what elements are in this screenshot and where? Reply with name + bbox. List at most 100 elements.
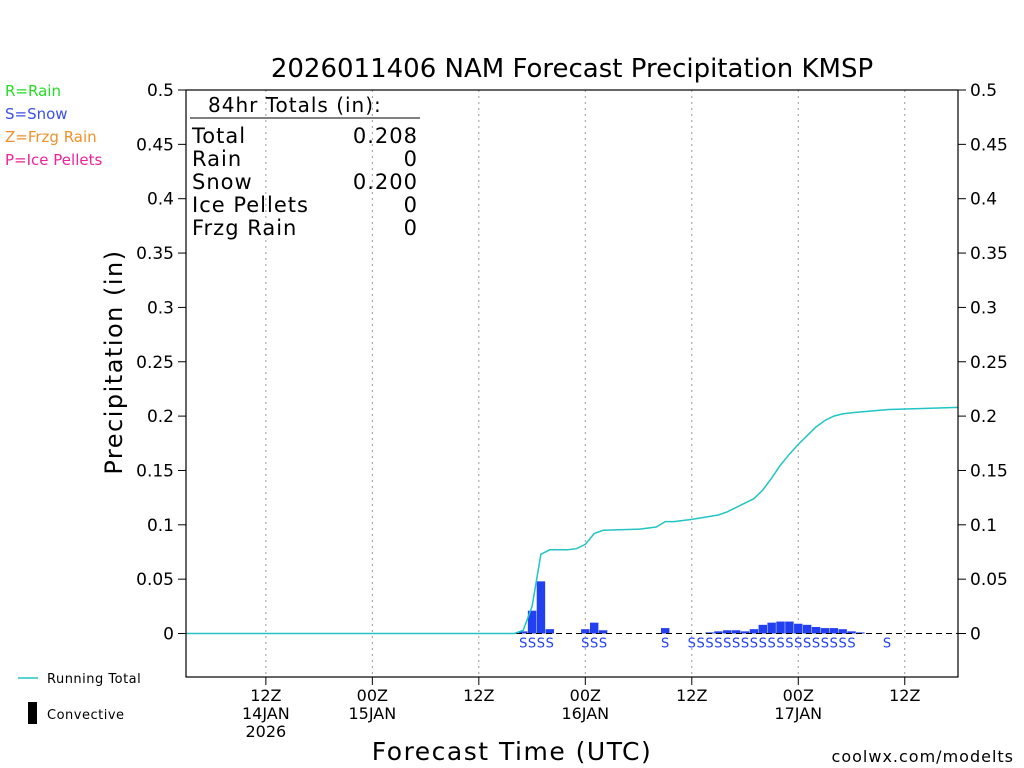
vertical-gridlines [265, 90, 906, 677]
ptype-marker: S [759, 637, 767, 652]
ptype-marker: S [697, 637, 705, 652]
precip-bar [536, 581, 546, 634]
totals-row-value: 0 [404, 216, 418, 240]
totals-row-label: Snow [192, 170, 253, 194]
ptype-marker: S [590, 637, 598, 652]
y-tick-label-left: 0.4 [147, 190, 174, 210]
ptype-marker: S [723, 637, 731, 652]
y-tick-label-right: 0.2 [970, 407, 997, 427]
y-tick-label-left: 0.2 [147, 407, 174, 427]
ptype-marker: S [768, 637, 776, 652]
y-tick-label-left: 0.25 [136, 353, 174, 373]
ptype-marker: S [714, 637, 722, 652]
totals-row-value: 0 [404, 193, 418, 217]
ptype-marker: S [688, 637, 696, 652]
y-tick-label-left: 0.3 [147, 298, 174, 318]
y-tick-label-left: 0.45 [136, 135, 174, 155]
x-axis-label: Forecast Time (UTC) [372, 737, 652, 766]
series-legend-label: Convective [47, 708, 125, 723]
ptype-legend-entry: R=Rain [5, 82, 61, 100]
precip-bar [847, 631, 856, 634]
precip-bar [518, 631, 528, 634]
ptype-marker: S [599, 637, 607, 652]
y-tick-label-left: 0.5 [147, 81, 174, 101]
precip-bar [856, 632, 865, 634]
x-tick-label: 17JAN [774, 704, 822, 723]
totals-row-value: 0.200 [353, 170, 418, 194]
ptype-marker: S [705, 637, 713, 652]
chart-title: 2026011406 NAM Forecast Precipitation KM… [271, 54, 873, 84]
ptype-marker: S [750, 637, 758, 652]
y-tick-label-right: 0 [970, 625, 981, 645]
x-tick-label: 00Z [783, 686, 814, 705]
y-tick-label-right: 0.25 [970, 353, 1008, 373]
precip-bar [820, 628, 830, 634]
ptype-marker: S [812, 637, 820, 652]
totals-row-label: Ice Pellets [192, 193, 309, 217]
totals-row-value: 0.208 [353, 124, 418, 148]
y-axis-right: 0.5 0.45 0.4 0.35 0.3 0.25 0.2 0.15 0.1 0.05 0 [958, 81, 1008, 645]
y-axis-left: 0.5 0.45 0.4 0.35 0.3 0.25 0.2 0.15 0.1 0.05 0 [136, 81, 186, 645]
ptype-marker: S [776, 637, 784, 652]
precip-bar [767, 622, 776, 634]
ptype-legend: R=Rain S=Snow Z=Frzg Rain P=Ice Pellets [5, 82, 102, 169]
precip-bar [660, 628, 670, 634]
precip-bar [811, 626, 821, 634]
x-tick-label: 14JAN [242, 704, 290, 723]
x-tick-label: 12Z [676, 686, 707, 705]
precip-bar [705, 632, 714, 634]
ptype-marker: S [581, 637, 589, 652]
series-legend: Running Total Convective [18, 672, 141, 724]
precip-bars [518, 581, 865, 634]
precip-bar [785, 621, 794, 634]
ptype-legend-entry: Z=Frzg Rain [5, 128, 97, 146]
ptype-marker: S [883, 637, 891, 652]
ptype-legend-entry: S=Snow [5, 105, 68, 123]
ptype-marker: S [821, 637, 829, 652]
y-tick-label-left: 0.1 [147, 516, 174, 536]
y-tick-label-right: 0.3 [970, 298, 997, 318]
totals-row-label: Rain [192, 147, 242, 171]
ptype-marker: S [803, 637, 811, 652]
precip-bar [740, 631, 750, 634]
y-tick-label-left: 0.05 [136, 570, 174, 590]
x-tick-label: 2026 [246, 722, 287, 741]
y-tick-label-right: 0.15 [970, 461, 1008, 481]
x-tick-label: 12Z [889, 686, 920, 705]
ptype-marker: S [537, 637, 545, 652]
precip-bar [749, 629, 759, 634]
ptype-marker: S [519, 637, 527, 652]
precip-bar [598, 630, 608, 634]
y-tick-label-right: 0.45 [970, 135, 1008, 155]
series-legend-label: Running Total [47, 672, 141, 687]
ptype-legend-entry: P=Ice Pellets [5, 151, 102, 169]
totals-rows: Total 0.208 Rain 0 Snow 0.200 Ice Pellets 0 Frzg… [191, 124, 418, 240]
y-tick-label-right: 0.5 [970, 81, 997, 101]
x-tick-label: 16JAN [561, 704, 609, 723]
y-tick-label-left: 0.15 [136, 461, 174, 481]
totals-row-value: 0 [404, 147, 418, 171]
precip-bar [776, 621, 785, 634]
y-tick-label-left: 0.35 [136, 244, 174, 264]
totals-heading: 84hr Totals (in): [208, 93, 382, 117]
totals-row-label: Total [191, 124, 246, 148]
precip-bar [731, 630, 741, 634]
x-tick-label: 00Z [570, 686, 601, 705]
ptype-marker: S [528, 637, 536, 652]
ptype-marker: S [847, 637, 855, 652]
ptype-marker: S [830, 637, 838, 652]
precip-bar [838, 629, 847, 634]
precip-bar [527, 610, 537, 634]
plot-frame [185, 89, 959, 678]
y-tick-label-right: 0.4 [970, 190, 997, 210]
precip-bar [723, 630, 732, 634]
y-tick-label-right: 0.05 [970, 570, 1008, 590]
credit-text: coolwx.com/modelts [832, 747, 1014, 766]
y-tick-label-left: 0 [163, 625, 174, 645]
ptype-marker: S [546, 637, 554, 652]
x-tick-label: 00Z [357, 686, 388, 705]
precip-bar [545, 629, 555, 634]
